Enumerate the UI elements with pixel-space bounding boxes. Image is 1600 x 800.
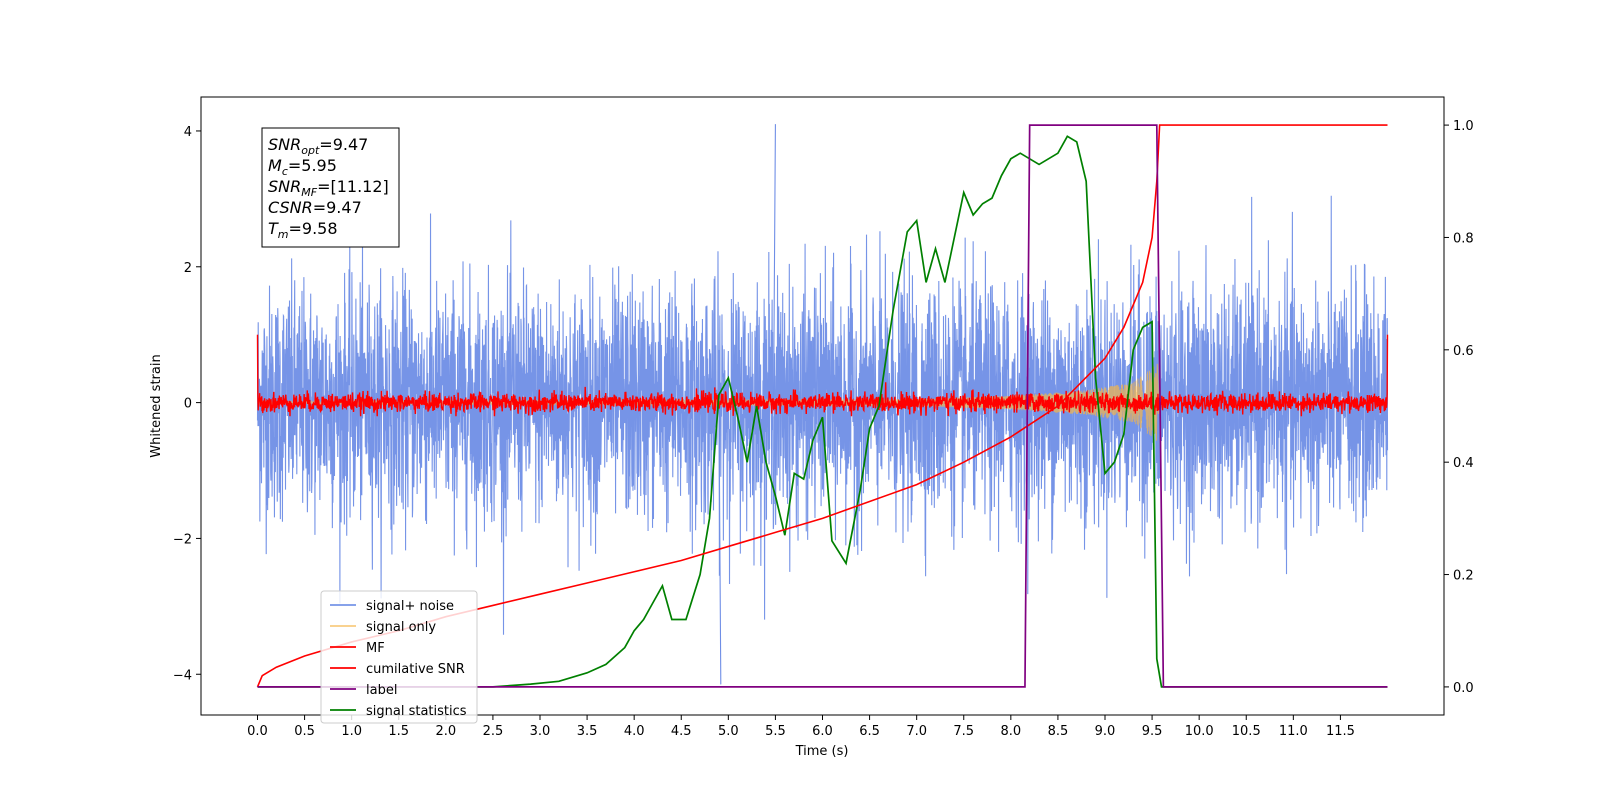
- x-tick-label: 7.0: [906, 724, 927, 739]
- y-tick-label-left: 4: [184, 125, 192, 140]
- x-tick-label: 0.5: [294, 724, 315, 739]
- x-tick-label: 2.5: [483, 724, 504, 739]
- annotation-frame: [261, 127, 400, 248]
- x-tick-label: 10.5: [1232, 724, 1261, 739]
- y-tick-label-right: 0.0: [1453, 681, 1474, 696]
- y-tick-label-right: 0.4: [1453, 456, 1474, 471]
- x-tick-label: 5.5: [765, 724, 786, 739]
- x-tick-label: 3.5: [577, 724, 598, 739]
- x-tick-label: 1.5: [388, 724, 409, 739]
- legend-entry: signal only: [366, 620, 436, 635]
- y-tick-label-right: 0.6: [1453, 344, 1474, 359]
- x-tick-label: 5.0: [718, 724, 739, 739]
- y-tick-label-left: 0: [184, 397, 192, 412]
- y-tick-label-left: −2: [173, 532, 192, 547]
- x-tick-label: 1.0: [341, 724, 362, 739]
- y-tick-label-right: 0.8: [1453, 231, 1474, 246]
- y-tick-label-right: 0.2: [1453, 569, 1474, 584]
- annotation-line: Tm=9.58: [268, 219, 338, 241]
- y-axis-label-left: Whitened strain: [149, 354, 164, 457]
- x-tick-label: 9.5: [1142, 724, 1163, 739]
- y-tick-label-left: −4: [173, 668, 192, 683]
- annotation-line: SNRMF=[11.12]: [268, 177, 389, 199]
- x-tick-label: 11.0: [1279, 724, 1308, 739]
- x-tick-label: 0.0: [247, 724, 268, 739]
- legend-entry: signal statistics: [366, 704, 467, 719]
- series-signal-noise: [256, 195, 1389, 635]
- series-label: [257, 124, 1388, 688]
- x-tick-label: 8.0: [1000, 724, 1021, 739]
- x-tick-label: 3.0: [530, 724, 551, 739]
- ticks-layer: 0.0 0.5 1.0 1.5 2.0 2.5 3.0 3.5 4.0 4.5 5.0 5.5 6.0 6…: [173, 119, 1474, 739]
- x-tick-label: 4.5: [671, 724, 692, 739]
- annotation-line: Mc=5.95: [268, 156, 337, 178]
- x-tick-label: 2.0: [435, 724, 456, 739]
- x-tick-label: 10.0: [1185, 724, 1214, 739]
- annotation-line: SNRopt=9.47: [268, 135, 368, 157]
- x-axis-label: Time (s): [795, 744, 849, 759]
- legend-entry: MF: [366, 641, 385, 656]
- annotation-line: CSNR=9.47: [268, 198, 362, 217]
- x-tick-label: 8.5: [1048, 724, 1069, 739]
- x-tick-label: 7.5: [953, 724, 974, 739]
- y-tick-label-right: 1.0: [1453, 119, 1474, 134]
- x-tick-label: 9.0: [1095, 724, 1116, 739]
- legend-frame: [320, 590, 478, 724]
- series-mf: [256, 334, 1389, 417]
- x-tick-label: 6.0: [812, 724, 833, 739]
- x-tick-label: 4.0: [624, 724, 645, 739]
- legend-entry: signal+ noise: [366, 599, 454, 614]
- x-tick-label: 11.5: [1326, 724, 1355, 739]
- legend-entry: label: [366, 683, 397, 698]
- x-tick-label: 6.5: [859, 724, 880, 739]
- series-signal-statistics: [257, 135, 1388, 688]
- annotation-box: SNRopt=9.47Mc=5.95SNRMF=[11.12]CSNR=9.47…: [261, 127, 400, 248]
- legend: signal+ noise signal only MF cumilative SNR…: [320, 590, 478, 724]
- series-signal-noise-peaks: [718, 124, 776, 685]
- legend-entry: cumilative SNR: [366, 662, 465, 677]
- y-tick-label-left: 2: [184, 261, 192, 276]
